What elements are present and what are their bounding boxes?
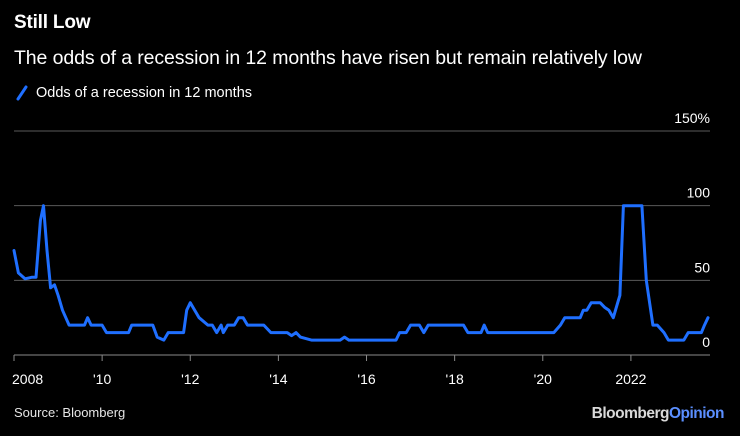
x-tick-label: 2022 — [615, 371, 646, 387]
legend: Odds of a recession in 12 months — [14, 85, 252, 101]
x-tick-label: '12 — [181, 371, 199, 387]
legend-label: Odds of a recession in 12 months — [36, 85, 253, 101]
y-tick-label: 100 — [687, 185, 711, 201]
x-tick-label: '16 — [357, 371, 375, 387]
chart-subtitle: The odds of a recession in 12 months hav… — [14, 47, 642, 69]
y-tick-label: 50 — [694, 259, 710, 275]
x-tick-label: '10 — [93, 371, 111, 387]
legend-swatch — [16, 85, 28, 101]
brand-main: Bloomberg — [591, 405, 670, 422]
x-tick-label: '14 — [269, 371, 287, 387]
x-tick-label: '18 — [446, 371, 464, 387]
x-tick-label: '20 — [534, 371, 552, 387]
brand-logo: BloombergOpinion — [591, 405, 725, 423]
chart-title: Still Low — [14, 12, 91, 33]
y-tick-label: 0 — [702, 334, 710, 350]
brand-accent: Opinion — [668, 405, 725, 422]
x-tick-label: 2008 — [12, 371, 43, 387]
source-note: Source: Bloomberg — [14, 405, 126, 420]
y-tick-label: 150% — [674, 110, 710, 126]
series-line-recession-odds — [12, 204, 710, 342]
